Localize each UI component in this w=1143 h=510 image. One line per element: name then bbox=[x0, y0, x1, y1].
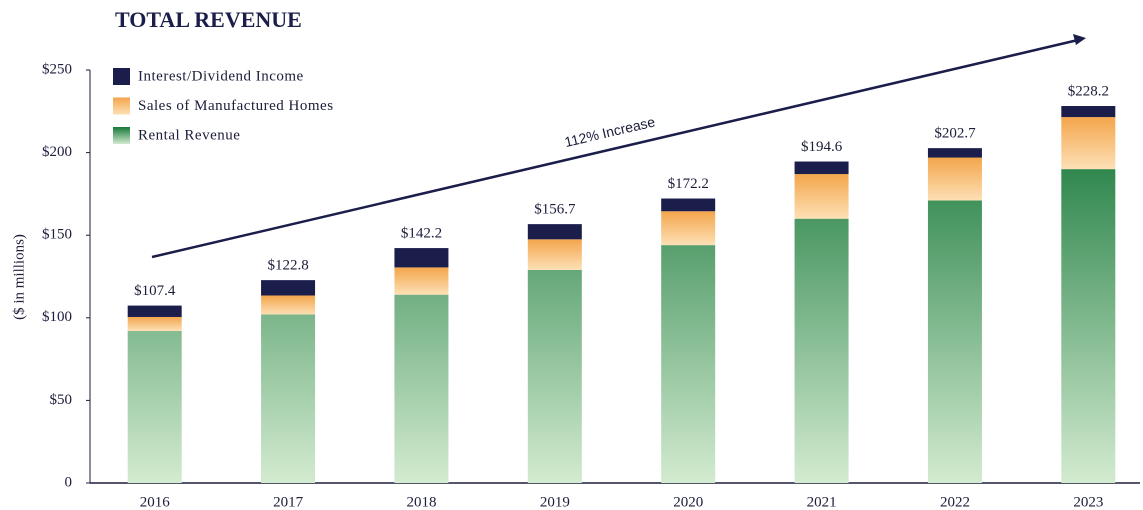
total-label: $194.6 bbox=[801, 139, 843, 155]
y-tick-label: $150 bbox=[42, 227, 72, 243]
total-label: $228.2 bbox=[1068, 83, 1109, 99]
y-tick-label: $50 bbox=[50, 392, 73, 408]
total-label: $202.7 bbox=[934, 126, 976, 142]
bar-segment bbox=[394, 248, 449, 268]
annotation: 112% Increase bbox=[563, 113, 657, 150]
chart-title: TOTAL REVENUE bbox=[115, 7, 302, 32]
x-tick-label: 2018 bbox=[406, 494, 436, 510]
bar-segment bbox=[127, 316, 182, 332]
bar-segment bbox=[127, 331, 182, 483]
bar-segment bbox=[1061, 106, 1116, 118]
y-tick-label: $200 bbox=[42, 144, 72, 160]
y-axis-label: ($ in millions) bbox=[11, 234, 27, 320]
x-tick-label: 2022 bbox=[940, 494, 970, 510]
bar-segment bbox=[661, 198, 716, 212]
bar-segment bbox=[927, 157, 982, 201]
legend-label: Sales of Manufactured Homes bbox=[138, 98, 334, 114]
bar-segment bbox=[927, 148, 982, 158]
bar-segment bbox=[794, 218, 849, 483]
total-label: $107.4 bbox=[134, 283, 176, 299]
bar-segment bbox=[527, 239, 582, 270]
bar-segment bbox=[394, 267, 449, 295]
bar-segment bbox=[794, 161, 849, 175]
total-label: $156.7 bbox=[534, 202, 576, 218]
bar-segment bbox=[261, 295, 316, 315]
x-tick-label: 2020 bbox=[673, 494, 703, 510]
legend-label: Interest/Dividend Income bbox=[138, 68, 304, 84]
bar-segment bbox=[527, 269, 582, 483]
x-tick-label: 2021 bbox=[807, 494, 837, 510]
arrow-head bbox=[1073, 34, 1086, 45]
bar-segment bbox=[661, 211, 716, 246]
bar-segment bbox=[661, 245, 716, 483]
total-label: $142.2 bbox=[401, 226, 442, 242]
bar-segment bbox=[927, 200, 982, 483]
bar-segment bbox=[527, 224, 582, 240]
legend-swatch bbox=[113, 127, 130, 144]
x-tick-label: 2023 bbox=[1073, 494, 1103, 510]
bar-segment bbox=[1061, 169, 1116, 483]
bar-segment bbox=[1061, 117, 1116, 170]
trend-arrow bbox=[151, 38, 1079, 259]
legend-swatch bbox=[113, 97, 130, 115]
x-tick-label: 2017 bbox=[273, 494, 304, 510]
total-label: $122.8 bbox=[267, 258, 308, 274]
total-label: $172.2 bbox=[668, 176, 709, 192]
x-tick-label: 2019 bbox=[540, 494, 570, 510]
legend-label: Rental Revenue bbox=[138, 127, 240, 143]
bar-segment bbox=[394, 294, 449, 483]
bar-segment bbox=[261, 314, 316, 483]
x-tick-label: 2016 bbox=[140, 494, 171, 510]
legend-swatch bbox=[113, 68, 130, 85]
bar-segment bbox=[127, 305, 182, 317]
y-tick-label: 0 bbox=[65, 474, 73, 490]
y-tick-label: $100 bbox=[42, 309, 72, 325]
bar-segment bbox=[794, 174, 849, 219]
y-tick-label: $250 bbox=[42, 61, 72, 77]
bar-segment bbox=[261, 280, 316, 296]
